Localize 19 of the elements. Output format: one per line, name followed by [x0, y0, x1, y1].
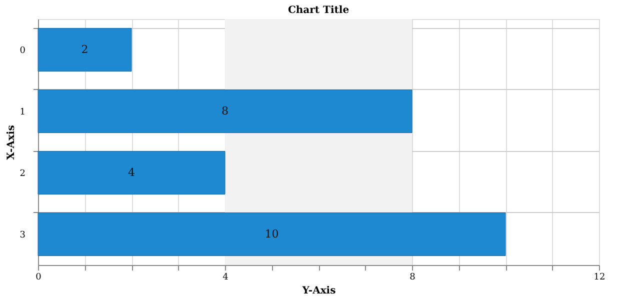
bar	[38, 89, 412, 134]
x-tick-label: 0	[36, 272, 42, 282]
x-axis-title: Y-Axis	[301, 286, 336, 296]
bar	[38, 150, 226, 195]
data-label: 10	[264, 227, 279, 240]
x-tick-label: 8	[410, 272, 416, 282]
bar	[38, 28, 132, 72]
x-tick-label: 4	[222, 272, 229, 282]
bar	[38, 212, 506, 256]
data-label: 8	[222, 104, 228, 118]
data-label: 2	[81, 42, 88, 56]
x-tick-label: 12	[594, 272, 606, 282]
chart-title: Chart Title	[288, 5, 350, 16]
data-label: 4	[128, 166, 135, 179]
y-tick-label: 3	[20, 230, 26, 240]
y-tick-label: 1	[20, 107, 26, 118]
y-tick-label: 0	[20, 46, 26, 56]
y-axis-title: X-Axis	[6, 124, 17, 160]
y-tick-label: 2	[20, 168, 26, 179]
